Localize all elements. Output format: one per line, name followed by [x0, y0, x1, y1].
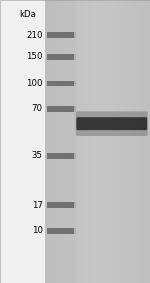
- Bar: [74, 153, 76, 158]
- Bar: [46, 202, 74, 208]
- Text: 10: 10: [32, 226, 43, 235]
- Text: 100: 100: [26, 79, 43, 88]
- Bar: [74, 106, 76, 112]
- Text: 35: 35: [32, 151, 43, 160]
- Bar: [74, 53, 76, 59]
- Bar: [46, 80, 74, 87]
- Bar: [46, 106, 74, 112]
- Bar: [46, 32, 74, 38]
- Bar: [74, 32, 76, 38]
- Text: 210: 210: [26, 31, 43, 40]
- FancyBboxPatch shape: [76, 111, 148, 136]
- Bar: [74, 228, 76, 234]
- Bar: [74, 80, 76, 87]
- Text: kDa: kDa: [19, 10, 36, 19]
- Bar: [74, 202, 76, 208]
- Bar: [46, 153, 74, 158]
- Text: 70: 70: [32, 104, 43, 113]
- Text: 150: 150: [26, 52, 43, 61]
- Bar: [46, 228, 74, 234]
- FancyBboxPatch shape: [76, 117, 147, 130]
- Text: 17: 17: [32, 201, 43, 210]
- Bar: [46, 53, 74, 59]
- Bar: [0, 0, 45, 283]
